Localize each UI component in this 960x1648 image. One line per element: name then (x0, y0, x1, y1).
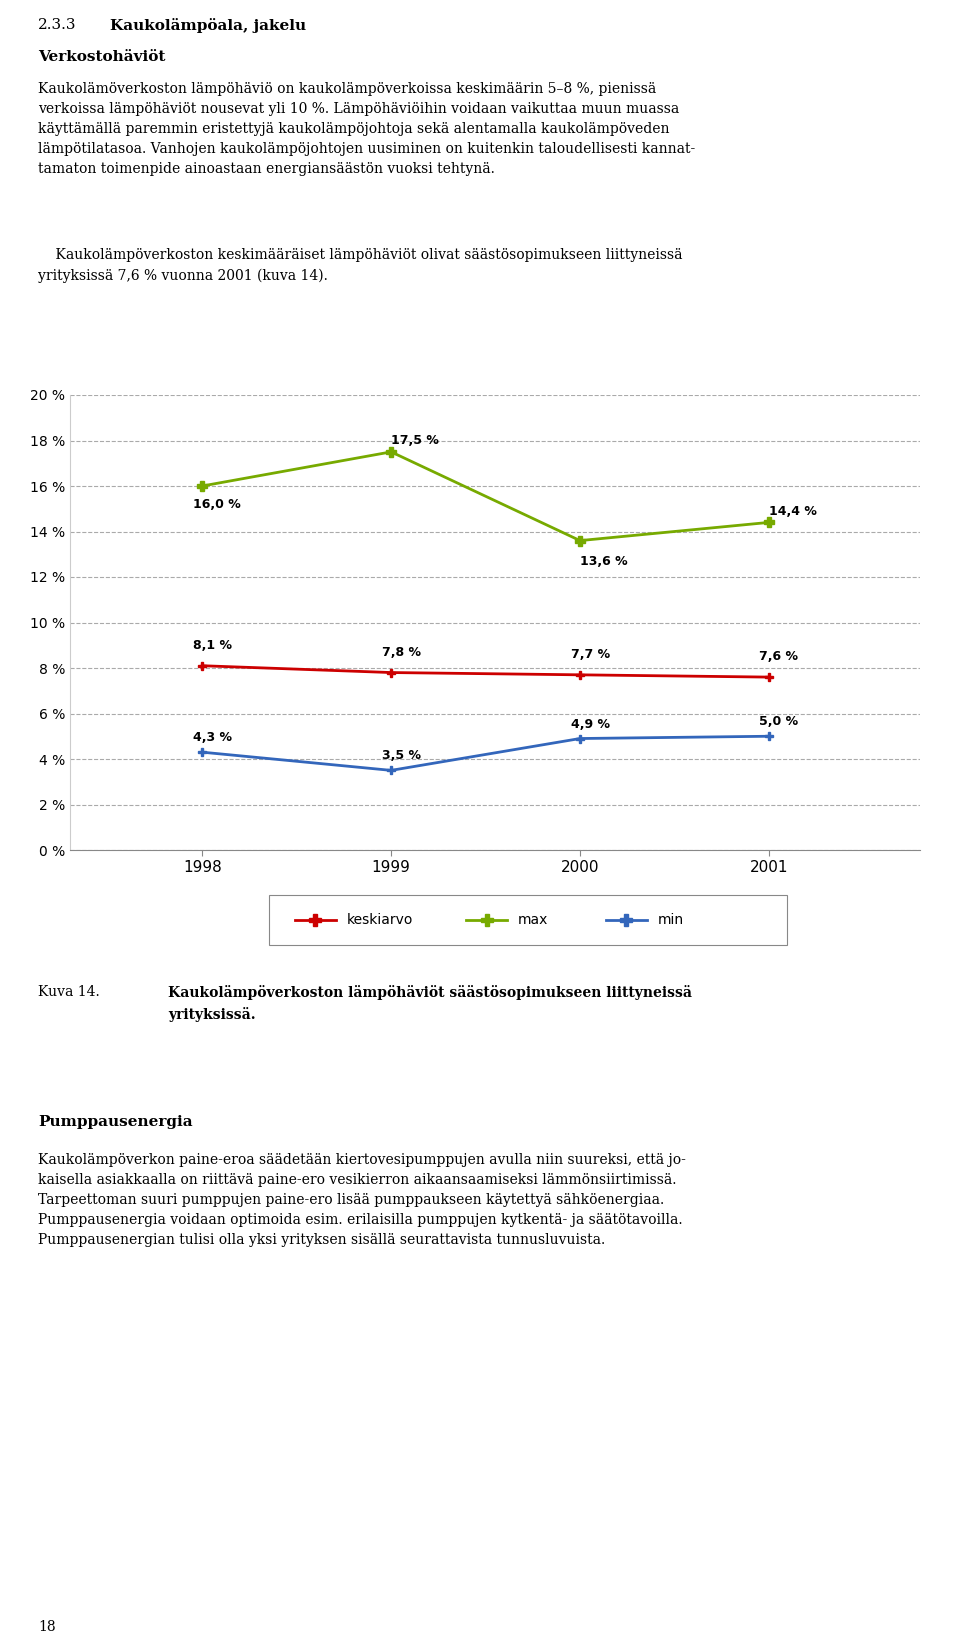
Text: 4,3 %: 4,3 % (193, 732, 231, 745)
Text: Kaukolämpöverkon paine-eroa säädetään kiertovesipumppujen avulla niin suureksi, : Kaukolämpöverkon paine-eroa säädetään ki… (38, 1154, 686, 1248)
Text: 4,9 %: 4,9 % (570, 717, 610, 730)
Text: Pumppausenergia: Pumppausenergia (38, 1116, 193, 1129)
Text: Kaukolämöverkoston lämpöhäviö on kaukolämpöverkoissa keskimäärin 5–8 %, pienissä: Kaukolämöverkoston lämpöhäviö on kaukolä… (38, 82, 696, 176)
Text: 2.3.3: 2.3.3 (38, 18, 77, 31)
Text: max: max (517, 913, 548, 926)
Text: 13,6 %: 13,6 % (580, 555, 628, 567)
Text: keskiarvo: keskiarvo (347, 913, 413, 926)
Text: min: min (658, 913, 684, 926)
Text: Kuva 14.: Kuva 14. (38, 986, 100, 999)
Text: 17,5 %: 17,5 % (391, 433, 439, 447)
Text: 7,8 %: 7,8 % (382, 646, 420, 659)
Text: Kaukolämpöala, jakelu: Kaukolämpöala, jakelu (110, 18, 306, 33)
Text: Kaukolämpöverkoston lämpöhäviöt säästösopimukseen liittyneissä
yrityksissä.: Kaukolämpöverkoston lämpöhäviöt säästöso… (168, 986, 692, 1022)
Text: 7,7 %: 7,7 % (570, 648, 610, 661)
FancyBboxPatch shape (269, 895, 787, 944)
Text: 7,6 %: 7,6 % (759, 651, 799, 664)
Text: 8,1 %: 8,1 % (193, 639, 231, 653)
Text: Verkostohäviöt: Verkostohäviöt (38, 49, 166, 64)
Text: 16,0 %: 16,0 % (193, 498, 241, 511)
Text: 14,4 %: 14,4 % (769, 504, 817, 517)
Text: 5,0 %: 5,0 % (759, 715, 799, 728)
Text: Kaukolämpöverkoston keskimääräiset lämpöhäviöt olivat säästösopimukseen liittyne: Kaukolämpöverkoston keskimääräiset lämpö… (38, 247, 683, 283)
Text: 18: 18 (38, 1620, 56, 1635)
Text: 3,5 %: 3,5 % (382, 750, 420, 763)
